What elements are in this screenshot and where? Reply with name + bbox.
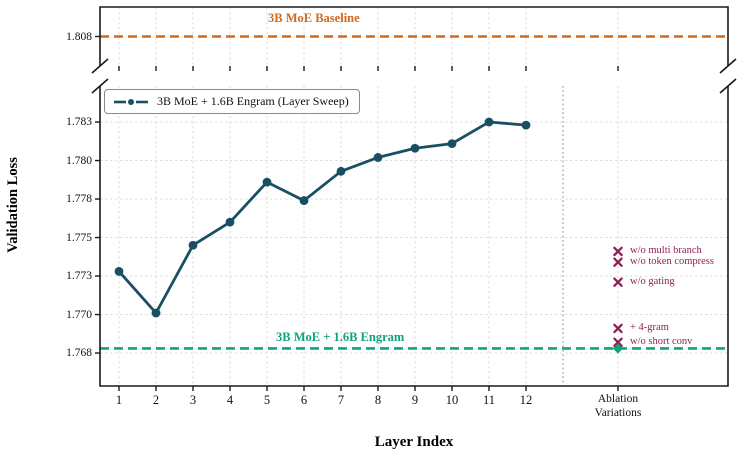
x-tick-label-ablation: Ablation Variations [568, 393, 668, 420]
y-tick-label: 1.768 [66, 347, 92, 360]
x-tick-label: 7 [337, 393, 345, 407]
x-tick-label-ablation-line: Ablation [597, 393, 639, 405]
x-tick-label: 2 [152, 393, 160, 407]
x-tick-label: 1 [115, 393, 123, 407]
x-tick-label: 9 [411, 393, 419, 407]
x-tick-label: 4 [226, 393, 234, 407]
x-tick-label: 6 [300, 393, 308, 407]
y-tick-label: 1.778 [66, 193, 92, 206]
y-tick-label: 1.770 [66, 308, 92, 321]
y-tick-label: 1.780 [66, 154, 92, 167]
x-tick-label: 10 [445, 393, 459, 407]
x-tick-label: 5 [263, 393, 271, 407]
x-axis-title: Layer Index [374, 434, 454, 450]
y-tick-label: 1.775 [66, 231, 92, 244]
x-tick-label: 12 [519, 393, 533, 407]
x-tick-label-ablation-line: Variations [594, 406, 642, 419]
x-tick-label: 11 [482, 393, 496, 407]
y-tick-label: 1.783 [66, 116, 92, 129]
y-tick-label: 1.773 [66, 270, 92, 283]
x-tick-label: 3 [189, 393, 197, 407]
x-tick-label: 8 [374, 393, 382, 407]
y-tick-label: 1.808 [66, 30, 92, 43]
